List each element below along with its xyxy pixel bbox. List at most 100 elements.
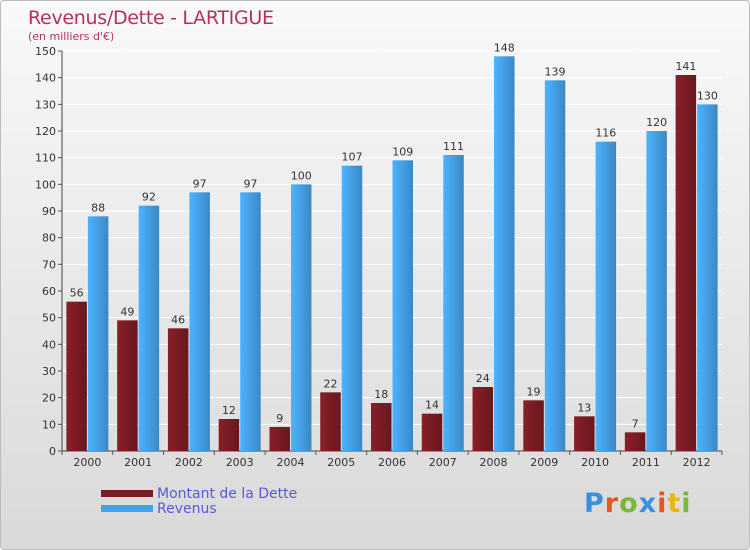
- data-label: 107: [341, 151, 362, 164]
- x-tick-label: 2004: [276, 456, 304, 469]
- bar-revenue: [392, 160, 413, 452]
- y-tick-label: 90: [42, 205, 56, 218]
- x-tick-label: 2006: [378, 456, 406, 469]
- data-label: 139: [545, 65, 566, 78]
- legend-swatch-revenue: [101, 505, 153, 512]
- bar-debt: [269, 427, 290, 451]
- y-tick-label: 80: [42, 232, 56, 245]
- x-tick-label: 2002: [175, 456, 203, 469]
- data-label: 92: [142, 191, 156, 204]
- bar-debt: [320, 392, 341, 451]
- bar-revenue: [697, 104, 718, 451]
- x-tick-label: 2005: [327, 456, 355, 469]
- data-label: 13: [577, 401, 591, 414]
- data-label: 141: [675, 60, 696, 73]
- data-label: 97: [193, 177, 207, 190]
- chart-title: Revenus/Dette - LARTIGUE: [28, 7, 274, 29]
- bar-revenue: [240, 192, 261, 452]
- data-label: 19: [527, 385, 541, 398]
- x-tick-label: 2008: [480, 456, 508, 469]
- y-tick-label: 120: [35, 125, 56, 138]
- logo-letter: i: [657, 488, 668, 519]
- data-label: 109: [392, 145, 413, 158]
- data-label: 22: [323, 377, 337, 390]
- data-label: 49: [120, 305, 134, 318]
- y-tick-label: 30: [42, 365, 56, 378]
- y-tick-label: 150: [35, 45, 56, 58]
- data-label: 88: [91, 201, 105, 214]
- data-label: 7: [632, 417, 639, 430]
- logo-letter: t: [667, 488, 682, 519]
- y-tick-label: 110: [35, 152, 56, 165]
- data-label: 116: [595, 127, 616, 140]
- bar-debt: [66, 301, 87, 451]
- bar-revenue: [494, 56, 515, 451]
- y-tick-label: 70: [42, 258, 56, 271]
- bar-revenue: [443, 155, 464, 451]
- bar-debt: [371, 403, 392, 451]
- x-tick-label: 2011: [632, 456, 660, 469]
- bar-debt: [574, 416, 595, 451]
- y-tick-label: 130: [35, 98, 56, 111]
- data-label: 148: [494, 41, 515, 54]
- x-tick-label: 2000: [73, 456, 101, 469]
- bar-debt: [117, 320, 138, 451]
- bar-debt: [472, 387, 494, 451]
- logo-letter: o: [619, 488, 639, 519]
- y-tick-label: 10: [42, 418, 56, 431]
- bar-revenue: [341, 165, 363, 451]
- bar-revenue: [646, 131, 667, 451]
- data-label: 14: [425, 399, 439, 412]
- data-label: 100: [291, 169, 312, 182]
- bar-debt: [523, 400, 544, 451]
- logo-letter: P: [584, 488, 605, 519]
- x-tick-label: 2001: [124, 456, 152, 469]
- x-tick-label: 2012: [683, 456, 711, 469]
- bar-debt: [421, 413, 443, 451]
- y-tick-label: 20: [42, 392, 56, 405]
- x-tick-label: 2009: [530, 456, 558, 469]
- y-tick-label: 0: [49, 445, 56, 458]
- x-tick-label: 2003: [226, 456, 254, 469]
- legend-label-revenue: Revenus: [157, 500, 217, 517]
- y-tick-label: 40: [42, 338, 56, 351]
- data-label: 24: [476, 372, 490, 385]
- data-label: 120: [646, 116, 667, 129]
- x-tick-label: 2010: [581, 456, 609, 469]
- data-label: 56: [70, 287, 84, 300]
- chart-subtitle: (en milliers d'€): [28, 30, 115, 43]
- data-label: 12: [222, 404, 236, 417]
- data-label: 97: [243, 177, 257, 190]
- bar-debt: [218, 419, 240, 451]
- bar-debt: [167, 328, 189, 451]
- legend-item-debt: Montant de la Dette: [101, 485, 298, 502]
- proxiti-logo: Proxiti: [584, 488, 692, 519]
- data-label: 111: [443, 140, 464, 153]
- bar-debt: [624, 432, 646, 451]
- logo-letter: x: [638, 488, 658, 519]
- legend: Montant de la Dette Revenus: [101, 485, 298, 517]
- bar-revenue: [544, 80, 566, 451]
- legend-item-revenue: Revenus: [101, 500, 297, 517]
- bar-revenue: [189, 192, 210, 452]
- legend-swatch-debt: [101, 490, 153, 497]
- y-tick-label: 50: [42, 312, 56, 325]
- y-tick-label: 100: [35, 178, 56, 191]
- data-label: 9: [276, 412, 283, 425]
- y-tick-label: 60: [42, 285, 56, 298]
- data-label: 46: [171, 313, 185, 326]
- bar-revenue: [595, 141, 617, 451]
- bar-revenue: [138, 205, 160, 451]
- bar-revenue: [290, 184, 312, 452]
- bar-revenue: [87, 216, 109, 451]
- bar-debt: [675, 75, 697, 451]
- data-label: 130: [697, 89, 718, 102]
- x-tick-label: 2007: [429, 456, 457, 469]
- y-tick-label: 140: [35, 72, 56, 85]
- logo-letter: i: [681, 488, 692, 519]
- legend-label-debt: Montant de la Dette: [157, 485, 298, 502]
- logo-letter: r: [604, 488, 620, 519]
- data-label: 18: [374, 388, 388, 401]
